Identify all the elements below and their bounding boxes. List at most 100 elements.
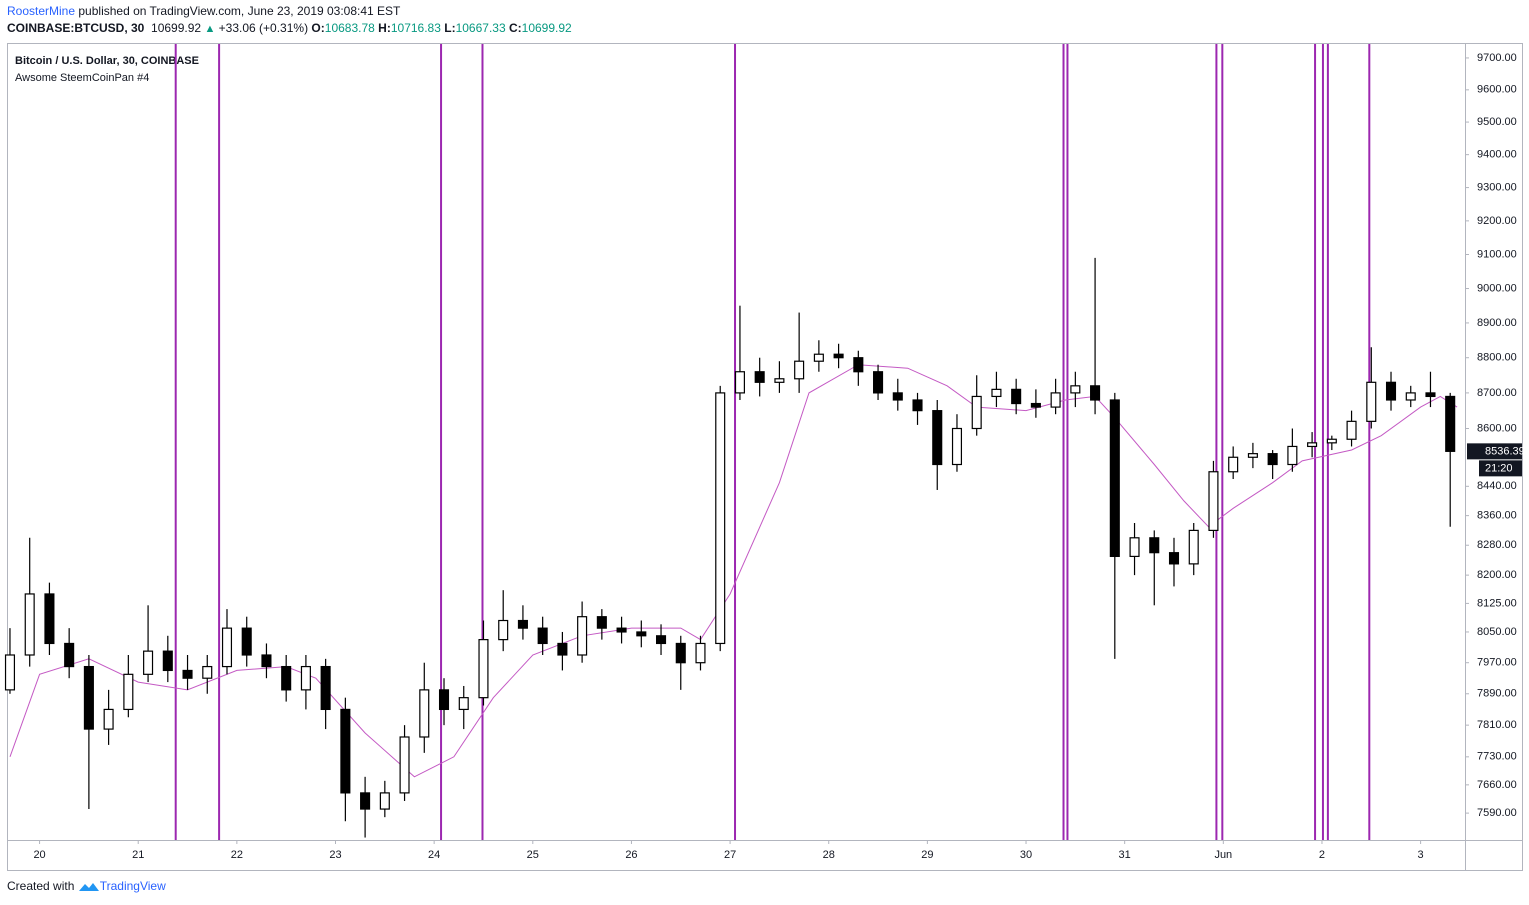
y-tick-label: 8440.00	[1477, 480, 1517, 492]
last-price-box	[1467, 443, 1522, 460]
x-tick-label: 3	[1418, 849, 1424, 861]
candle	[1070, 371, 1081, 408]
candle-body	[1385, 381, 1397, 401]
y-tick-label: 8800.00	[1477, 352, 1517, 364]
ohlc: O:10683.78 H:10716.83 L:10667.33 C:10699…	[311, 21, 571, 35]
candle-body	[853, 357, 864, 373]
author[interactable]: RoosterMine	[7, 4, 76, 18]
candle-body	[833, 353, 844, 359]
ohlc-label: C:	[508, 21, 522, 35]
candle	[813, 340, 824, 372]
candle-body	[596, 616, 607, 629]
candle-body	[1366, 381, 1377, 422]
candle	[143, 605, 154, 683]
countdown: 21:20	[1485, 462, 1513, 474]
candle	[281, 654, 292, 702]
ohlc-label: L:	[444, 21, 456, 35]
y-tick-label: 9200.00	[1477, 215, 1517, 227]
candle	[517, 605, 528, 640]
x-tick-label: Jun	[1214, 849, 1232, 861]
candle	[675, 635, 686, 690]
candle	[833, 343, 844, 369]
ohlc-label: H:	[378, 21, 391, 35]
candle	[1366, 347, 1377, 429]
candle	[4, 628, 16, 694]
x-tick-label: 31	[1119, 849, 1131, 861]
candle-body	[577, 616, 588, 656]
candle-body	[1425, 392, 1436, 398]
candle	[1346, 410, 1357, 447]
candle	[1247, 442, 1258, 469]
y-tick-label: 9600.00	[1477, 84, 1517, 96]
candle-body	[1287, 445, 1298, 466]
candle-body	[300, 665, 311, 691]
candle	[912, 392, 923, 425]
candle-body	[695, 642, 706, 664]
candle	[1030, 389, 1041, 418]
candle	[774, 361, 785, 393]
y-tick-label: 7970.00	[1477, 657, 1517, 669]
candle	[24, 537, 35, 667]
candle	[44, 582, 55, 655]
candle	[1267, 450, 1278, 480]
y-tick-label: 9400.00	[1477, 149, 1517, 161]
candle-body	[517, 619, 528, 629]
candle-body	[1030, 402, 1041, 408]
candle	[557, 631, 568, 671]
publish-line: RoosterMine published on TradingView.com…	[7, 4, 400, 18]
candle-body	[794, 360, 805, 380]
candle-body	[24, 593, 35, 656]
last-price-label: 8536.39	[1485, 445, 1525, 457]
moving-average	[9, 364, 1458, 778]
candle-body	[4, 654, 16, 691]
x-tick-label: 2	[1319, 849, 1325, 861]
candle	[734, 305, 745, 400]
candle-body	[261, 654, 272, 668]
candle	[1307, 432, 1318, 458]
candle	[695, 635, 706, 671]
candle-body	[241, 627, 252, 656]
candle-body	[64, 642, 75, 668]
candle-body	[932, 410, 943, 466]
y-tick-label: 8360.00	[1477, 510, 1517, 522]
candle-body	[202, 665, 213, 679]
candle	[853, 350, 864, 386]
candle-body	[616, 627, 627, 633]
candle-body	[1247, 453, 1258, 458]
candle-body	[951, 427, 963, 466]
candle	[1050, 378, 1061, 415]
candle	[616, 616, 627, 644]
candle	[971, 375, 982, 436]
candle-body	[1050, 392, 1061, 408]
candle	[1405, 385, 1416, 408]
y-tick-label: 8280.00	[1477, 539, 1517, 551]
candle	[458, 685, 469, 730]
footer: Created with TradingView	[7, 879, 166, 893]
candle	[419, 662, 430, 753]
candle-body	[1267, 453, 1278, 466]
y-tick-label: 8600.00	[1477, 422, 1517, 434]
ohlc-value: 10699.92	[521, 21, 572, 35]
candle-body	[1405, 392, 1416, 401]
candle	[360, 776, 371, 838]
candle	[261, 643, 272, 679]
brand[interactable]: TradingView	[99, 879, 166, 893]
symbol: COINBASE:BTCUSD, 30	[7, 21, 145, 35]
candle-body	[1168, 552, 1180, 565]
candle-body	[379, 792, 390, 810]
x-tick-label: 24	[428, 849, 440, 861]
y-tick-label: 7590.00	[1477, 807, 1517, 819]
candle-body	[1208, 471, 1219, 531]
candle-body	[1109, 399, 1120, 558]
candle-body	[971, 395, 982, 430]
candle	[636, 620, 647, 648]
x-tick-label: 27	[724, 849, 736, 861]
candle-body	[83, 665, 94, 730]
y-tick-label: 9000.00	[1477, 282, 1517, 294]
candle-body	[458, 697, 469, 711]
candle	[320, 658, 331, 730]
candle	[1385, 371, 1397, 411]
candle	[1109, 392, 1120, 659]
candle	[932, 399, 943, 490]
